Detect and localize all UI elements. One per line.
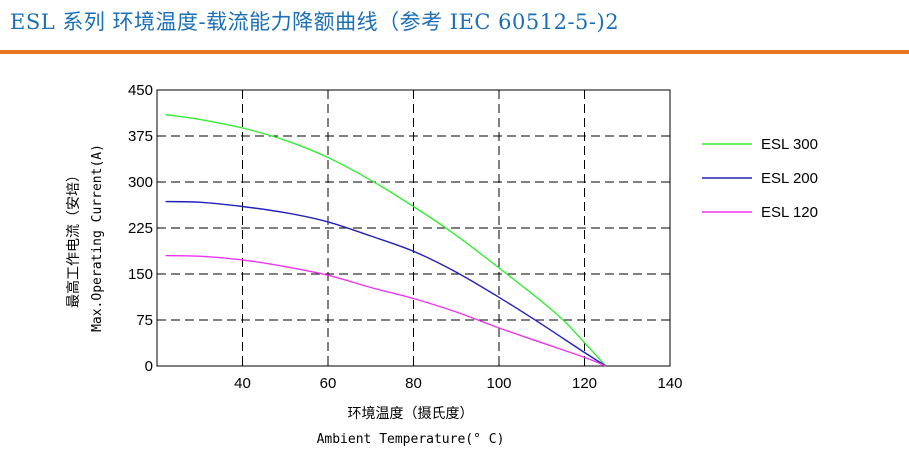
y-axis-label-cn: 最高工作电流（安培） (65, 168, 82, 308)
series-line-esl-120 (165, 254, 607, 367)
x-tick-label: 120 (572, 375, 597, 392)
y-tick-label: 0 (145, 358, 153, 375)
y-tick-label: 375 (128, 128, 153, 145)
x-tick-label: 100 (486, 375, 511, 392)
y-tick-label: 300 (128, 174, 153, 191)
y-tick-label: 450 (128, 82, 153, 99)
series-line-esl-300 (165, 113, 607, 367)
title-divider (0, 50, 909, 54)
x-axis-label-en: Ambient Temperature(° C) (317, 432, 505, 447)
y-tick-label: 225 (128, 220, 153, 237)
x-tick-label: 140 (657, 375, 682, 392)
x-tick-label: 40 (234, 375, 251, 392)
series-line-esl-200 (165, 200, 607, 367)
x-tick-label: 60 (320, 375, 337, 392)
y-axis-label-en: Max.Operating Current(A) (90, 144, 105, 332)
page-title: ESL 系列 环境温度-载流能力降额曲线（参考 IEC 60512-5-)2 (10, 10, 620, 34)
series-layer (165, 113, 607, 367)
legend-label: ESL 200 (761, 170, 818, 187)
legend-label: ESL 120 (761, 204, 818, 221)
grid-layer (157, 90, 670, 366)
x-axis-label-cn: 环境温度（摄氏度） (348, 406, 474, 422)
y-tick-label: 75 (136, 312, 153, 329)
y-tick-label: 150 (128, 266, 153, 283)
legend: ESL 300 ESL 200 ESL 120 (702, 136, 818, 221)
legend-label: ESL 300 (761, 136, 818, 153)
x-tick-label: 80 (405, 375, 422, 392)
tick-layer: 0 75 150 225 300 375 450 40 60 80 100 120 140 (128, 82, 683, 392)
